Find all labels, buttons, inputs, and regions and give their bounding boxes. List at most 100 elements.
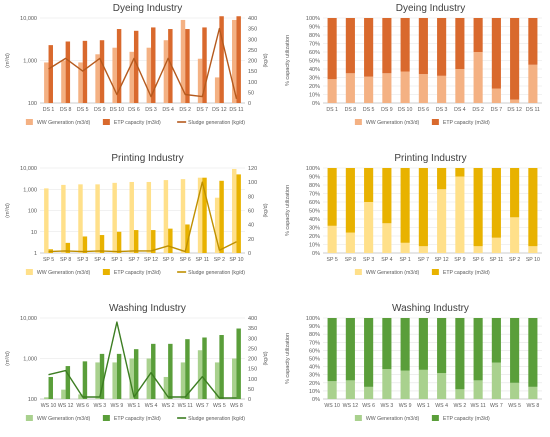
- x-tick-label: WS 5: [508, 403, 521, 409]
- bar-etp: [455, 318, 465, 390]
- bar-etp: [364, 18, 374, 77]
- x-tick-label: SP 9: [163, 257, 174, 263]
- legend-swatch: [431, 415, 439, 421]
- bar-etp: [491, 18, 501, 89]
- x-tick-label: SP 3: [77, 257, 88, 263]
- chart-printing-abs: Printing Industry 1 10 100 1,000 10,000 (m³/d)…: [5, 153, 269, 276]
- y2-tick-label: 100: [248, 180, 257, 186]
- bar-etp: [455, 168, 465, 177]
- legend-item: ETP capacity (m3/d): [102, 269, 161, 276]
- chart-printing-pct: Printing Industry 0% 10% 20% 30% 40% 50% 60% 70%…: [285, 153, 542, 276]
- bar-ww: [418, 369, 428, 399]
- y-tick-label: 10%: [309, 93, 320, 99]
- bar-etp: [418, 18, 428, 75]
- bar-ww: [146, 181, 152, 253]
- y-tick-label: 1,000: [23, 59, 37, 65]
- y2-tick-label: 200: [248, 357, 257, 363]
- bar-etp: [151, 343, 156, 399]
- legend-label: WW Generation (m3/d): [37, 270, 91, 276]
- bar-ww: [382, 223, 392, 253]
- bar-etp: [133, 349, 139, 399]
- bar-etp: [219, 180, 224, 253]
- legend-label: Sludge generation (kg/d): [188, 416, 245, 422]
- bar-etp: [327, 168, 337, 226]
- bar-etp: [116, 29, 122, 104]
- legend-item: WW Generation (m3/d): [25, 269, 91, 276]
- chart-washing-abs: Washing Industry 100 1,000 10,000 (m³/d) 0 50 1…: [5, 303, 269, 422]
- sludge-line: [48, 181, 237, 253]
- legend-swatch: [354, 269, 362, 275]
- x-tick-label: DS 8: [60, 107, 72, 113]
- y2-tick-label: 50: [248, 90, 254, 96]
- x-tick-label: SP 2: [509, 257, 520, 263]
- legend-item: WW Generation (m3/d): [354, 269, 420, 276]
- y2-axis-label: (kg/d): [263, 203, 269, 217]
- x-tick-label: WS 2: [162, 403, 175, 409]
- y-tick-label: 10%: [309, 243, 320, 249]
- y2-tick-label: 150: [248, 367, 257, 373]
- y-tick-label: 40%: [309, 67, 320, 73]
- bar-etp: [133, 230, 139, 253]
- y-axis-label: (m³/d): [5, 53, 11, 68]
- y-tick-label: 20%: [309, 84, 320, 90]
- bar-ww: [61, 60, 66, 103]
- legend-item: ETP capacity (m3/d): [431, 415, 490, 422]
- y2-tick-label: 150: [248, 69, 257, 75]
- x-tick-label: WS 4: [435, 403, 448, 409]
- y-tick-label: 10,000: [20, 16, 37, 22]
- legend-label: WW Generation (m3/d): [366, 270, 420, 276]
- y-tick-label: 50%: [309, 59, 320, 65]
- bar-ww: [510, 99, 520, 103]
- bar-ww: [528, 64, 538, 103]
- y2-tick-label: 100: [248, 377, 257, 383]
- legend-swatch: [25, 119, 33, 125]
- bar-etp: [202, 177, 207, 253]
- y2-tick-label: 200: [248, 59, 257, 65]
- x-tick-label: SP 6: [180, 257, 191, 263]
- x-tick-label: SP 1: [400, 257, 411, 263]
- y-tick-label: 70%: [309, 340, 320, 346]
- bar-etp: [185, 29, 190, 104]
- bar-ww: [327, 225, 337, 253]
- x-tick-label: DS 7: [491, 107, 503, 113]
- legend-label: ETP capacity (m3/d): [443, 120, 490, 126]
- legend-item: ETP capacity (m3/d): [431, 119, 490, 126]
- y-tick-label: 0%: [312, 251, 320, 257]
- y-tick-label: 10,000: [20, 316, 37, 322]
- x-tick-label: SP 12: [435, 257, 449, 263]
- bar-ww: [112, 362, 117, 399]
- legend-label: ETP capacity (m3/d): [114, 270, 161, 276]
- x-tick-label: DS 11: [229, 107, 243, 113]
- x-tick-label: SP 1: [111, 257, 122, 263]
- bar-ww: [95, 362, 100, 399]
- bar-etp: [185, 339, 190, 399]
- bar-etp: [382, 168, 392, 224]
- bar-ww: [163, 376, 169, 399]
- y-tick-label: 100: [28, 101, 37, 107]
- y-tick-label: 60%: [309, 348, 320, 354]
- x-tick-label: SP 7: [418, 257, 429, 263]
- bar-ww: [146, 358, 152, 399]
- bar-ww: [364, 202, 374, 253]
- legend-label: WW Generation (m3/d): [37, 120, 91, 126]
- y-tick-label: 40%: [309, 217, 320, 223]
- x-tick-label: WS 12: [343, 403, 359, 409]
- legend-label: ETP capacity (m3/d): [114, 120, 161, 126]
- bar-ww: [232, 19, 237, 103]
- legend-label: WW Generation (m3/d): [366, 120, 420, 126]
- bar-etp: [48, 376, 53, 399]
- bar-etp: [382, 18, 392, 74]
- x-tick-label: SP 9: [454, 257, 465, 263]
- x-tick-label: SP 5: [43, 257, 54, 263]
- sludge-line: [48, 321, 237, 399]
- bar-ww: [491, 237, 501, 253]
- bar-etp: [116, 353, 122, 399]
- chart-title: Printing Industry: [394, 153, 466, 164]
- bar-ww: [528, 246, 538, 253]
- x-tick-label: DS 6: [418, 107, 430, 113]
- bar-etp: [151, 230, 156, 253]
- bar-etp: [528, 168, 538, 247]
- y2-tick-label: 300: [248, 37, 257, 43]
- bar-etp: [219, 335, 224, 399]
- legend-swatch: [102, 269, 110, 275]
